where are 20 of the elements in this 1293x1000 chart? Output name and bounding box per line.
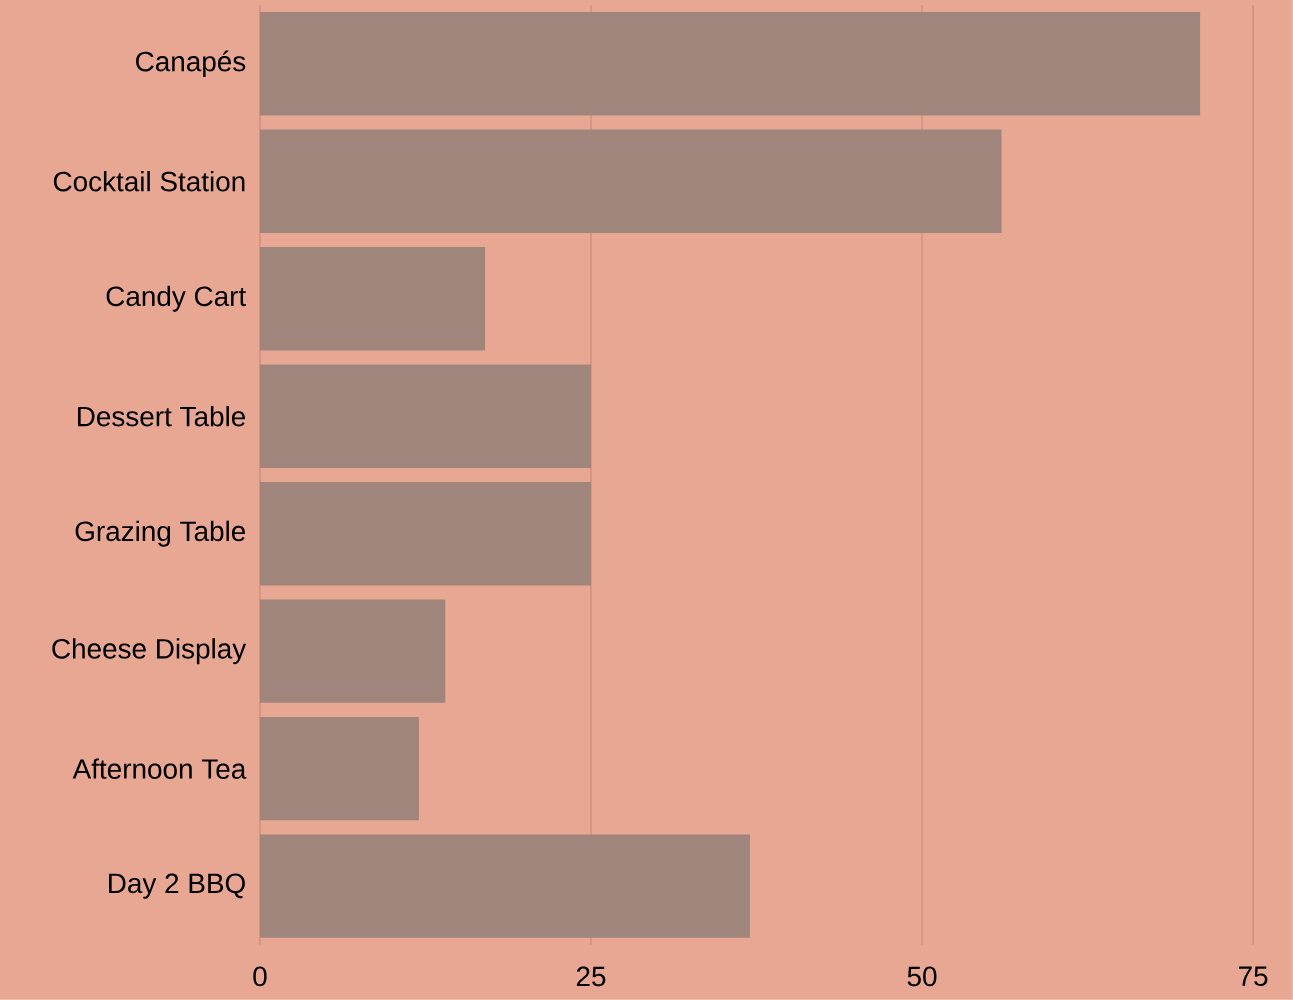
bar bbox=[259, 12, 1201, 116]
y-tick-label: Canapés bbox=[136, 50, 246, 77]
y-tick-label: Afternoon Tea bbox=[72, 758, 247, 779]
bar bbox=[259, 129, 1002, 234]
y-tick-label: Dessert Table bbox=[78, 406, 246, 427]
y-tick-label: Cocktail Station bbox=[53, 171, 245, 192]
x-tick-label: 25 bbox=[576, 966, 606, 987]
bar bbox=[259, 599, 446, 703]
y-tick-label: Cheese Display bbox=[52, 638, 247, 665]
y-tick-label: Grazing Table bbox=[75, 520, 246, 547]
bar bbox=[259, 834, 750, 938]
x-tick-label: 50 bbox=[907, 966, 937, 987]
y-tick-label: Candy Cart bbox=[106, 285, 247, 312]
bar bbox=[259, 364, 591, 468]
x-tick-label: 0 bbox=[253, 966, 267, 987]
bar bbox=[259, 482, 591, 586]
bar bbox=[259, 247, 486, 351]
x-tick-label: 75 bbox=[1239, 966, 1268, 987]
bar bbox=[259, 717, 419, 821]
y-tick-label: Day 2 BBQ bbox=[109, 873, 245, 899]
